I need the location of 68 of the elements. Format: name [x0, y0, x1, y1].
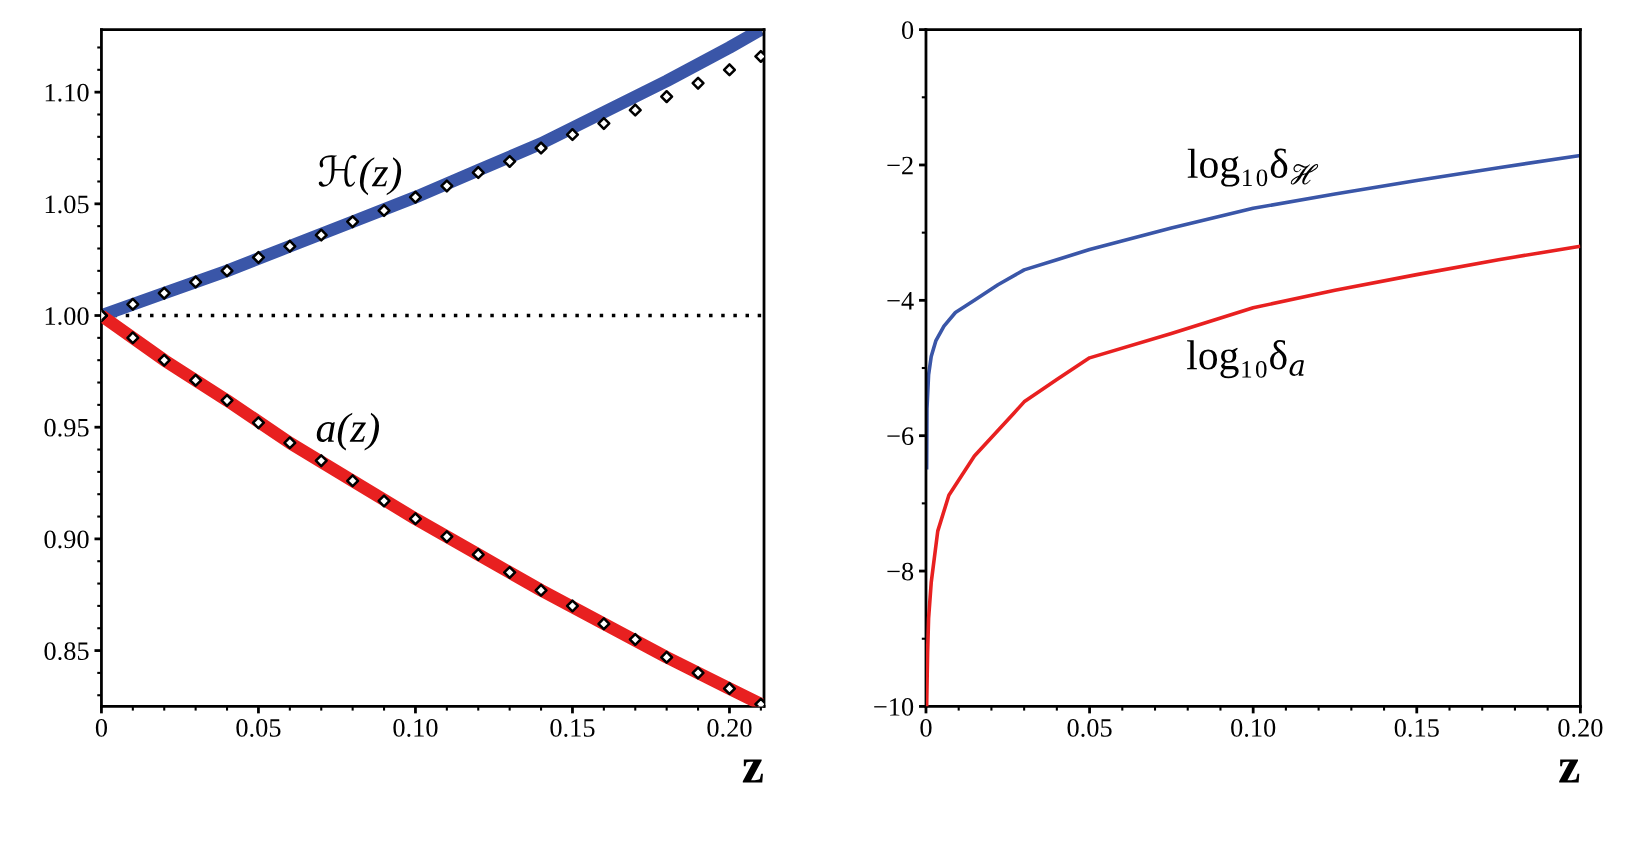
y-tick-label: −8 [887, 562, 914, 581]
point [251, 250, 266, 265]
y-tick-label: −2 [887, 156, 913, 175]
x-axis-title: z [1559, 759, 1580, 783]
annotation: log₁₀δ$_{a}$ [1187, 340, 1304, 379]
point [377, 494, 391, 508]
point [408, 190, 423, 204]
point [157, 286, 171, 300]
annotation: a(z) [316, 412, 380, 451]
point [346, 474, 360, 488]
x-tick-label: 0.05 [236, 718, 281, 737]
x-tick-label: 0 [95, 718, 108, 737]
point [314, 228, 328, 242]
y-tick-label: −6 [887, 427, 914, 446]
annotation: ℋ(z) [318, 155, 402, 196]
x-tick-label: 0.10 [393, 718, 438, 737]
point [440, 530, 454, 544]
point [283, 239, 297, 253]
y-tick-label: 1.10 [45, 83, 89, 102]
x-axis-title: z [742, 759, 763, 783]
y-tick-label: 0.85 [44, 642, 89, 661]
point [220, 264, 234, 278]
y-tick-label: 0.90 [44, 530, 89, 549]
point [722, 63, 737, 77]
point [471, 547, 485, 562]
point [440, 179, 454, 193]
y-tick-label: 1.00 [45, 307, 89, 326]
y-tick-label: 0 [901, 21, 914, 40]
point [126, 297, 140, 311]
point [534, 141, 548, 155]
x-tick-label: 0.15 [550, 718, 595, 737]
x-tick-label: 0.05 [1067, 718, 1112, 737]
point [628, 632, 642, 647]
y-tick-label: −4 [887, 292, 914, 310]
point [346, 215, 360, 229]
point [565, 599, 580, 613]
point [534, 583, 548, 597]
point [377, 203, 391, 218]
point [251, 416, 266, 430]
point [628, 103, 642, 117]
point [565, 127, 580, 142]
point [471, 165, 485, 180]
point [189, 275, 203, 289]
point [691, 76, 705, 90]
x-tick-label: 0.20 [707, 718, 752, 737]
point [722, 681, 737, 696]
point [660, 650, 674, 664]
point [660, 89, 674, 104]
x-tick-label: 0.10 [1231, 718, 1276, 737]
x-tick-label: 0 [920, 718, 932, 737]
point [126, 331, 140, 345]
point [503, 565, 517, 580]
point [597, 617, 611, 631]
point [314, 454, 328, 468]
point [691, 666, 705, 680]
point [283, 436, 297, 450]
point [503, 154, 517, 169]
x-tick-label: 0.15 [1394, 718, 1439, 737]
y-tick-label: −10 [874, 698, 914, 716]
annotation: log₁₀δ$_{ℋ}$ [1187, 148, 1319, 187]
x-tick-label: 0.20 [1558, 718, 1603, 737]
point [157, 353, 171, 367]
y-tick-label: 1.05 [45, 195, 89, 214]
point [408, 512, 423, 526]
point [597, 116, 611, 131]
point [189, 373, 203, 387]
point [220, 393, 234, 408]
y-tick-label: 0.95 [44, 418, 89, 437]
